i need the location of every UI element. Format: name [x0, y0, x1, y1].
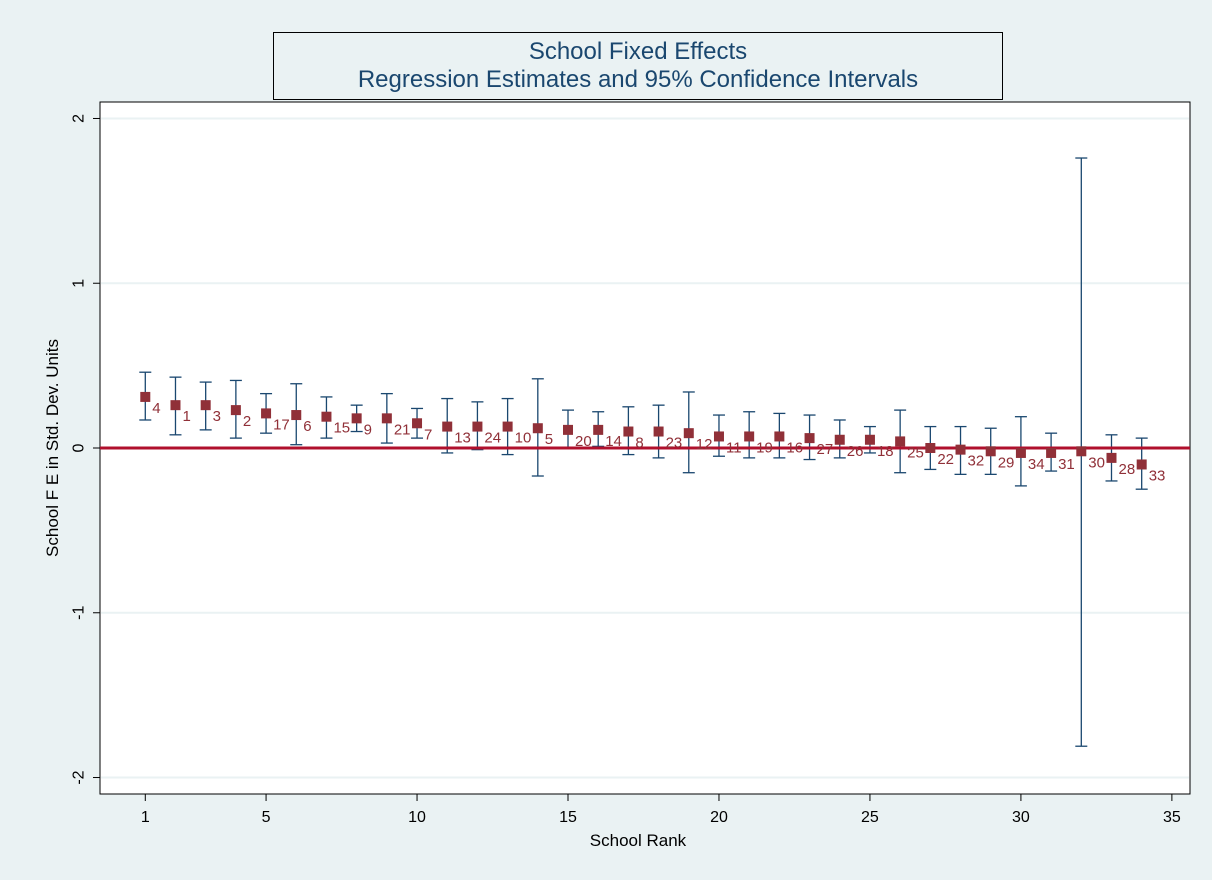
school-label: 33	[1149, 467, 1166, 484]
estimate-marker	[623, 426, 634, 437]
estimate-marker	[895, 436, 906, 447]
x-tick-label: 5	[262, 809, 271, 826]
estimate-marker	[834, 434, 845, 445]
school-label: 13	[454, 430, 471, 447]
estimate-marker	[985, 446, 996, 457]
estimate-marker	[593, 424, 604, 435]
estimate-marker	[744, 431, 755, 442]
estimate-marker	[291, 410, 302, 421]
marker-layer	[140, 391, 1147, 470]
estimate-marker	[261, 408, 272, 419]
y-tick-label: 2	[71, 114, 88, 123]
school-label: 26	[847, 443, 864, 460]
school-label: 6	[303, 418, 311, 435]
estimate-marker	[1106, 452, 1117, 463]
estimate-marker	[774, 431, 785, 442]
estimate-marker	[442, 421, 453, 432]
estimate-marker	[321, 411, 332, 422]
estimate-marker	[653, 426, 664, 437]
x-tick-label: 20	[710, 809, 728, 826]
y-tick-label: -2	[71, 770, 88, 784]
school-label: 11	[726, 439, 742, 456]
estimate-marker	[955, 444, 966, 455]
estimate-marker	[683, 428, 694, 439]
estimate-marker	[1015, 447, 1026, 458]
estimate-marker	[170, 400, 181, 411]
x-tick-label: 30	[1012, 809, 1030, 826]
estimate-marker	[351, 413, 362, 424]
estimate-marker	[804, 433, 815, 444]
estimate-marker	[502, 421, 513, 432]
school-label: 16	[786, 439, 803, 456]
title-box: School Fixed Effects Regression Estimate…	[273, 32, 1003, 100]
point-label-layer: 4 1 3 2 17 6 15 9 21 7 13 24 10 5 20 14 8 23 12 11 19 16 27 26 1…	[152, 400, 1165, 485]
school-label: 27	[817, 441, 834, 458]
school-label: 29	[998, 454, 1015, 471]
school-label: 19	[756, 439, 773, 456]
school-label: 30	[1088, 454, 1105, 471]
school-label: 2	[243, 413, 251, 430]
estimate-marker	[1136, 459, 1147, 470]
school-label: 1	[182, 408, 190, 425]
y-tick-label: 0	[71, 443, 88, 452]
school-label: 34	[1028, 456, 1045, 473]
school-label: 22	[937, 451, 954, 468]
school-label: 21	[394, 421, 411, 438]
estimate-marker	[230, 405, 241, 416]
school-label: 10	[515, 430, 532, 447]
school-label: 32	[968, 453, 985, 470]
school-label: 3	[213, 408, 221, 425]
y-tick-label: -1	[71, 606, 88, 620]
x-tick-label: 1	[141, 809, 150, 826]
x-tick-label: 25	[861, 809, 879, 826]
school-label: 9	[364, 421, 372, 438]
y-tick-label: 1	[71, 279, 88, 288]
x-tick-label: 15	[559, 809, 577, 826]
x-tick-label: 10	[408, 809, 426, 826]
chart-title: School Fixed Effects	[528, 38, 748, 65]
school-label: 28	[1118, 461, 1135, 478]
estimate-marker	[140, 391, 151, 402]
school-label: 8	[635, 435, 643, 452]
school-label: 24	[484, 430, 501, 447]
chart-subtitle: Regression Estimates and 95% Confidence …	[357, 66, 919, 93]
estimate-marker	[532, 423, 543, 434]
school-label: 20	[575, 433, 592, 450]
x-axis-label: School Rank	[590, 831, 687, 850]
school-label: 17	[273, 416, 290, 433]
school-label: 15	[333, 420, 350, 437]
estimate-marker	[381, 413, 392, 424]
estimate-marker	[200, 400, 211, 411]
x-tick-label: 35	[1163, 809, 1181, 826]
school-label: 7	[424, 426, 432, 443]
school-label: 18	[877, 443, 894, 460]
estimate-marker	[1046, 447, 1057, 458]
y-axis-label: School F E in Std. Dev. Units	[43, 339, 62, 557]
school-label: 14	[605, 433, 622, 450]
school-label: 5	[545, 431, 553, 448]
estimate-marker	[563, 424, 574, 435]
school-label: 23	[666, 435, 683, 452]
estimate-marker	[925, 443, 936, 453]
estimate-marker	[1076, 446, 1087, 457]
school-label: 4	[152, 400, 160, 417]
estimate-marker	[412, 418, 423, 429]
estimate-marker	[713, 431, 724, 442]
estimate-marker	[864, 434, 875, 445]
estimate-marker	[472, 421, 483, 432]
school-label: 31	[1058, 456, 1075, 473]
school-label: 12	[696, 436, 713, 453]
school-label: 25	[907, 444, 924, 461]
